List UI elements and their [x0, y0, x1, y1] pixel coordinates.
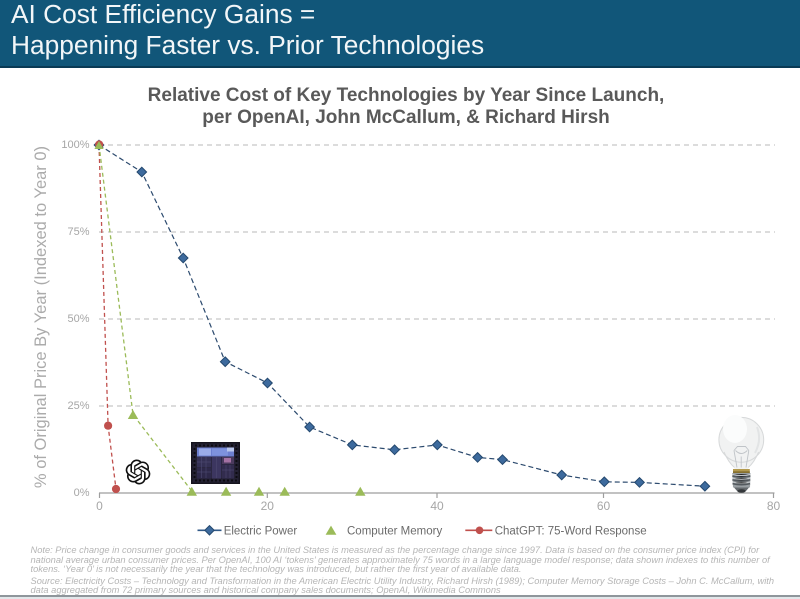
svg-text:Computer Memory: Computer Memory [347, 526, 442, 538]
svg-text:80: 80 [767, 499, 781, 513]
svg-text:100%: 100% [61, 139, 89, 151]
svg-text:0: 0 [96, 499, 103, 513]
svg-text:ChatGPT: 75-Word Response: ChatGPT: 75-Word Response [495, 526, 647, 538]
svg-text:25%: 25% [67, 400, 89, 412]
svg-text:20: 20 [261, 499, 275, 513]
svg-text:50%: 50% [67, 313, 89, 325]
svg-text:60: 60 [597, 499, 611, 513]
svg-text:Electric Power: Electric Power [224, 526, 298, 538]
svg-text:75%: 75% [67, 226, 89, 238]
svg-text:% of Original Price By Year (I: % of Original Price By Year (Indexed to … [32, 146, 50, 488]
svg-text:40: 40 [430, 499, 444, 513]
svg-text:0%: 0% [74, 487, 90, 499]
